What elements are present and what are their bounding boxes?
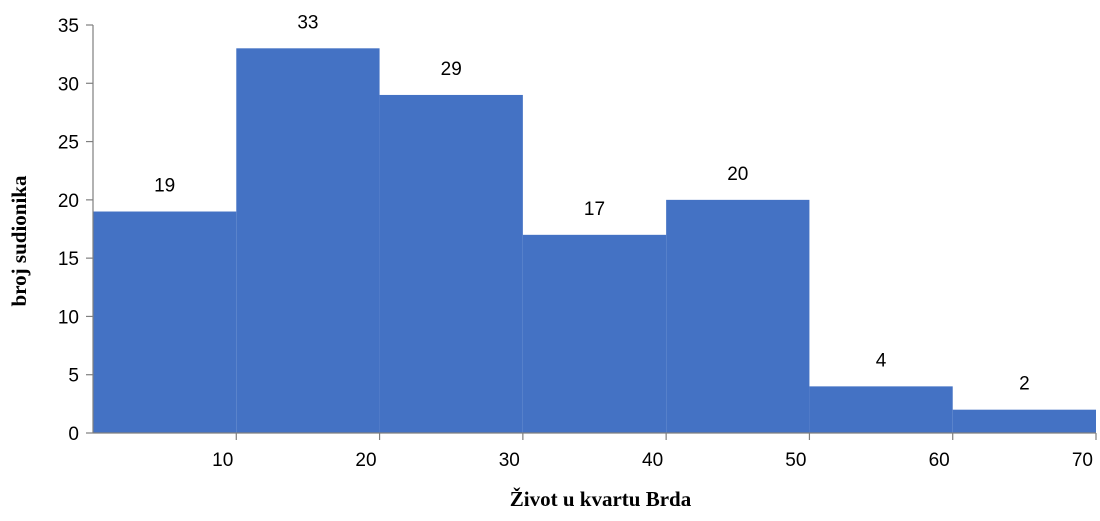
data-labels: 19 33 29 17 20 4 2 xyxy=(154,12,1030,394)
data-label-6: 2 xyxy=(1019,374,1030,395)
x-tick-label: 10 xyxy=(212,450,233,471)
y-tick-label: 10 xyxy=(58,307,79,328)
histogram-bar-1 xyxy=(236,48,380,434)
histogram-bar-5 xyxy=(809,386,953,433)
histogram-bar-2 xyxy=(379,94,523,433)
histogram-bar-4 xyxy=(666,199,810,433)
axes-layer xyxy=(92,25,1096,434)
histogram-bar-0 xyxy=(93,211,237,433)
histogram-bar-6 xyxy=(952,409,1096,433)
x-axis-ticks: 10 20 30 40 50 60 70 xyxy=(212,433,1097,471)
data-label-5: 4 xyxy=(876,350,887,371)
histogram-bar-3 xyxy=(522,234,667,433)
data-label-0: 19 xyxy=(154,176,175,197)
y-tick-label: 30 xyxy=(58,74,79,95)
y-axis-title: broj sudionika xyxy=(7,175,31,306)
x-axis-title: Život u kvartu Brda xyxy=(510,487,692,511)
data-label-1: 33 xyxy=(297,12,318,33)
data-label-4: 20 xyxy=(727,164,748,185)
y-axis-ticks: 0 5 10 15 20 25 30 35 xyxy=(58,16,93,445)
x-tick-label: 40 xyxy=(642,450,663,471)
x-tick-label: 50 xyxy=(785,450,806,471)
bars-layer xyxy=(93,48,1096,434)
y-tick-label: 0 xyxy=(68,424,79,445)
y-tick-label: 5 xyxy=(68,366,79,387)
data-label-3: 17 xyxy=(584,199,605,220)
x-tick-label: 60 xyxy=(929,450,950,471)
y-tick-label: 35 xyxy=(58,16,79,37)
x-tick-label: 70 xyxy=(1072,450,1093,471)
y-tick-label: 25 xyxy=(58,133,79,154)
data-label-2: 29 xyxy=(441,59,462,80)
y-tick-label: 20 xyxy=(58,191,79,212)
x-tick-label: 20 xyxy=(355,450,376,471)
y-tick-label: 15 xyxy=(58,249,79,270)
x-tick-label: 30 xyxy=(499,450,520,471)
